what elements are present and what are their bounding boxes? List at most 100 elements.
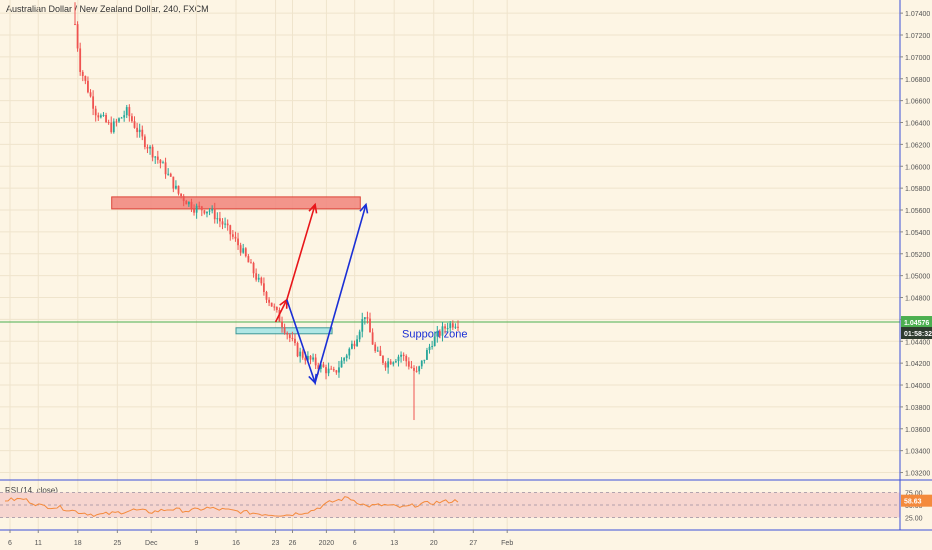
- candle: [128, 104, 131, 122]
- rsi-tick-label: 75.00: [905, 491, 923, 498]
- candle: [198, 201, 201, 209]
- candle: [112, 118, 115, 134]
- candle-body: [286, 332, 289, 335]
- candle-body: [441, 326, 444, 336]
- candle: [237, 232, 239, 250]
- candle-body: [397, 356, 400, 362]
- red-projection: [274, 202, 318, 323]
- candle-body: [389, 361, 392, 365]
- x-tick-label: 6: [8, 540, 12, 547]
- candle-body: [239, 245, 242, 253]
- candle: [136, 122, 139, 138]
- countdown-badge: 01:58:32: [901, 327, 932, 340]
- candle: [231, 230, 234, 240]
- x-tick-label: Feb: [501, 540, 513, 547]
- candle-body: [257, 277, 260, 280]
- candle: [167, 168, 170, 176]
- candle: [363, 317, 366, 325]
- candle-body: [371, 332, 374, 345]
- y-tick-label: 1.06200: [905, 142, 930, 149]
- candle: [234, 231, 237, 242]
- candle-body: [410, 366, 413, 368]
- y-tick-label: 1.07200: [905, 33, 930, 40]
- candle: [288, 333, 291, 343]
- candle-body: [394, 361, 397, 363]
- candle: [110, 116, 113, 134]
- candle: [356, 335, 358, 347]
- blue-projection: [286, 202, 369, 386]
- candle-body: [221, 221, 224, 225]
- y-tick-label: 1.06400: [905, 121, 930, 128]
- candle-body: [169, 173, 172, 177]
- candle: [141, 125, 144, 141]
- candle-body: [177, 185, 180, 194]
- candle-body: [438, 331, 441, 336]
- blue-turn-arrowhead: [308, 373, 317, 385]
- candle-body: [428, 346, 431, 350]
- candle-body: [123, 115, 126, 118]
- candle: [84, 75, 87, 85]
- candle: [345, 353, 348, 362]
- candle: [299, 347, 302, 363]
- candle-body: [263, 283, 265, 292]
- candle: [200, 205, 203, 217]
- x-tick-label: 2020: [319, 540, 335, 547]
- candle: [244, 247, 247, 258]
- candle: [203, 209, 206, 215]
- candle-body: [340, 360, 343, 368]
- candle-body: [345, 355, 348, 359]
- candle-body: [216, 218, 219, 220]
- candle: [361, 312, 364, 338]
- candle: [428, 343, 431, 354]
- candle-body: [229, 225, 232, 235]
- rsi-value-badge-text: 58.63: [904, 499, 922, 506]
- candle-body: [304, 357, 307, 361]
- candle-body: [203, 210, 206, 214]
- candle-body: [115, 121, 118, 123]
- candle: [247, 254, 250, 263]
- candle: [441, 321, 444, 342]
- candle-body: [379, 350, 382, 356]
- candle: [107, 119, 110, 125]
- candle: [252, 261, 255, 278]
- rsi-value-badge: 58.63: [901, 494, 932, 507]
- candle-body: [317, 365, 320, 370]
- candle: [118, 117, 120, 123]
- candle: [353, 340, 356, 350]
- candle-body: [384, 362, 387, 368]
- candle-body: [350, 343, 353, 349]
- candle: [146, 144, 149, 154]
- candle: [335, 369, 338, 375]
- candle: [221, 218, 224, 230]
- y-tick-label: 1.04000: [905, 383, 930, 390]
- price-badges: 1.04576 01:58:32 58.63: [901, 316, 932, 507]
- candle-body: [405, 355, 408, 362]
- candle: [358, 329, 361, 343]
- candle: [330, 365, 333, 370]
- candle-body: [110, 122, 113, 133]
- candle: [120, 116, 123, 119]
- candle: [81, 70, 84, 82]
- candle-body: [255, 273, 258, 280]
- candle: [138, 123, 141, 138]
- candle: [420, 360, 423, 369]
- candle-body: [211, 208, 214, 211]
- candle-body: [226, 223, 229, 226]
- candle: [281, 316, 283, 333]
- candle-body: [273, 306, 276, 308]
- candle: [172, 176, 175, 193]
- candle-body: [420, 360, 423, 367]
- candle: [79, 42, 82, 76]
- candle: [242, 243, 245, 254]
- x-tick-label: 6: [353, 540, 357, 547]
- rsi-label: RSI (14, close): [5, 486, 58, 495]
- y-tick-label: 1.06000: [905, 164, 930, 171]
- candle: [226, 219, 229, 231]
- candle-body: [327, 368, 330, 374]
- candle-body: [353, 343, 356, 347]
- candle: [159, 159, 162, 169]
- rsi-line: [4, 496, 459, 517]
- candle: [423, 359, 426, 364]
- candle: [296, 341, 299, 358]
